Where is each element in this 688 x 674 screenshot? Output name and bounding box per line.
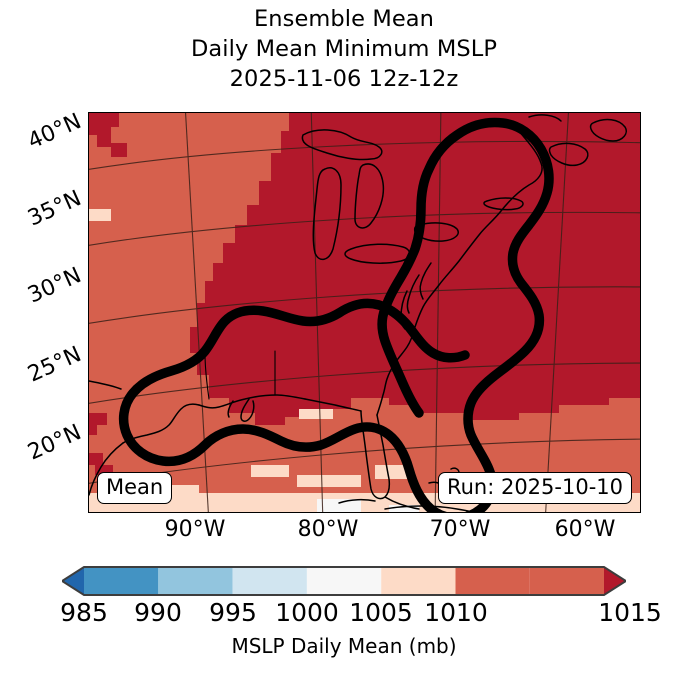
colorbar-segment-under-985 xyxy=(62,567,84,595)
field-near-1008-patch-b xyxy=(297,475,361,487)
colorbar-segment-995-1000 xyxy=(232,567,307,595)
lat-tick-30n: 30°N xyxy=(24,263,86,309)
colorbar-tick-985: 985 xyxy=(60,598,108,627)
field-core-blotch-sw2 xyxy=(89,453,113,475)
field-near-1008-patch-d xyxy=(299,409,333,419)
colorbar-tick-995: 995 xyxy=(209,598,257,627)
title-line-2: Daily Mean Minimum MSLP xyxy=(190,36,498,62)
highlight-contour xyxy=(118,117,554,512)
field-near-1002-patch xyxy=(317,499,361,512)
lon-tick-60w: 60°W xyxy=(554,517,616,542)
field-near-1008-patch-e xyxy=(89,209,111,221)
colorbar-segment-1010-1015 xyxy=(455,567,530,595)
colorbar-tick-1005: 1005 xyxy=(349,598,413,627)
colorbar-axis-label: MSLP Daily Mean (mb) xyxy=(231,634,457,658)
colorbar-swatches xyxy=(62,566,626,596)
colorbar-tick-990: 990 xyxy=(134,598,182,627)
colorbar-tick-1000: 1000 xyxy=(275,598,339,627)
run-annotation-box: Run: 2025-10-10 xyxy=(437,472,632,504)
field-core-blotch-sw xyxy=(89,413,107,435)
lon-tick-70w: 70°W xyxy=(429,517,491,542)
mean-annotation-label: Mean xyxy=(106,475,164,499)
lat-tick-40n: 40°N xyxy=(24,109,86,155)
colorbar-segment-1000-1005 xyxy=(306,567,382,595)
title-line-3: 2025-11-06 12z-12z xyxy=(229,66,459,92)
colorbar-tick-labels: 985 990 995 1000 1005 1010 1015 xyxy=(0,598,688,630)
map-figure xyxy=(89,113,640,512)
mean-annotation-box: Mean xyxy=(97,472,173,504)
field-near-1008-patch-c xyxy=(375,465,407,479)
lon-tick-80w: 80°W xyxy=(297,517,359,542)
field-core-blotch-nw xyxy=(89,113,127,157)
lat-tick-20n: 20°N xyxy=(24,420,86,466)
lat-tick-35n: 35°N xyxy=(24,186,86,232)
map-coastlines xyxy=(89,114,627,512)
colorbar-segment-1015-top xyxy=(529,567,604,595)
field-near-1008-band xyxy=(89,485,640,512)
field-near-1008-patch-a xyxy=(251,465,289,477)
lon-tick-90w: 90°W xyxy=(164,517,226,542)
colorbar-segment-990-995 xyxy=(158,567,233,595)
colorbar-segment-985-990 xyxy=(84,567,159,595)
map-plot-area[interactable]: Mean Run: 2025-10-10 xyxy=(88,112,641,513)
page-title: Ensemble Mean Daily Mean Minimum MSLP 20… xyxy=(0,4,688,94)
colorbar-segment-over-1015 xyxy=(604,567,626,595)
run-annotation-label: Run: 2025-10-10 xyxy=(446,475,623,499)
colorbar-segment-1005-1010 xyxy=(381,567,456,595)
map-gridlines xyxy=(89,113,640,512)
colorbar[interactable] xyxy=(62,564,626,598)
colorbar-tick-1010: 1010 xyxy=(424,598,488,627)
colorbar-outline xyxy=(62,566,626,596)
title-line-1: Ensemble Mean xyxy=(253,6,435,32)
colorbar-tick-1015: 1015 xyxy=(598,598,662,627)
lat-tick-25n: 25°N xyxy=(24,342,86,388)
